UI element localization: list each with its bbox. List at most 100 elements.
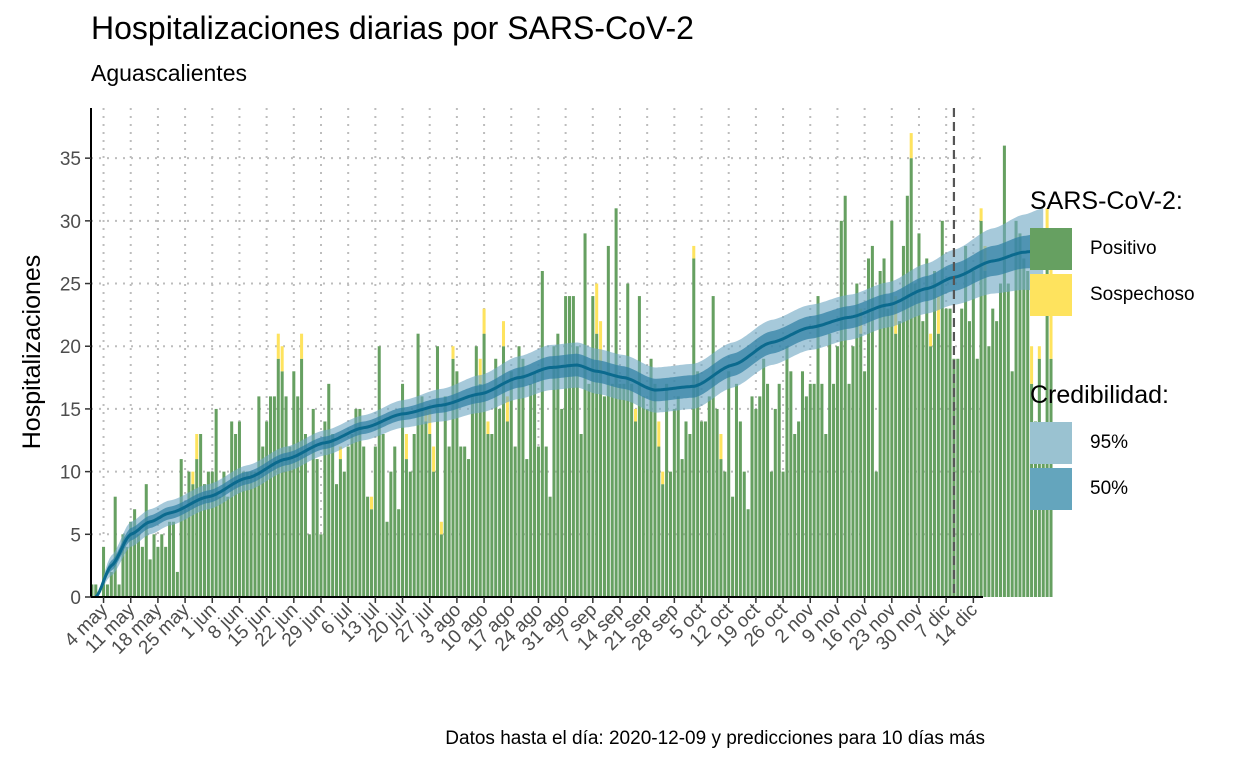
- bar-sospechoso: [432, 446, 436, 472]
- bar-positivo: [156, 546, 160, 597]
- bar-positivo: [338, 459, 342, 597]
- bar-positivo: [117, 584, 121, 597]
- bar-positivo: [668, 471, 672, 597]
- bar-positivo: [816, 296, 820, 597]
- bar-positivo: [521, 358, 525, 597]
- bar-sospechoso: [1030, 346, 1034, 384]
- bar-positivo: [269, 396, 273, 597]
- bar-positivo: [878, 271, 882, 597]
- bar-positivo: [505, 421, 509, 597]
- bar-positivo: [296, 396, 300, 597]
- legend-credibilidad: Credibilidad: 95% 50%: [1030, 381, 1169, 512]
- bar-positivo: [905, 195, 909, 597]
- bar-positivo: [645, 408, 649, 597]
- bar-sospechoso: [439, 521, 443, 535]
- bar-positivo: [602, 396, 606, 597]
- bar-positivo: [762, 358, 766, 597]
- bar-positivo: [812, 383, 816, 597]
- bar-positivo: [498, 408, 502, 597]
- bar-positivo: [439, 534, 443, 597]
- bar-positivo: [478, 383, 482, 597]
- bar-positivo: [703, 421, 707, 597]
- bar-positivo: [863, 371, 867, 597]
- bar-positivo: [637, 296, 641, 597]
- bar-positivo: [319, 534, 323, 597]
- bar-positivo: [579, 434, 583, 597]
- bar-positivo: [657, 446, 661, 597]
- y-axis-ticks: 0 5 10 15 20 25 30 35: [60, 149, 91, 609]
- bar-positivo: [102, 546, 106, 597]
- bar-positivo: [975, 358, 979, 597]
- bar-positivo: [929, 346, 933, 597]
- bar-positivo: [358, 408, 362, 597]
- bar-positivo: [987, 346, 991, 597]
- bar-positivo: [133, 509, 137, 597]
- bar-positivo: [261, 446, 265, 597]
- bar-positivo: [1010, 371, 1014, 597]
- legend-swatch-95: [1030, 422, 1072, 464]
- bar-positivo: [315, 459, 319, 597]
- bar-positivo: [536, 446, 540, 597]
- bar-positivo: [936, 333, 940, 597]
- bar-positivo: [571, 296, 575, 597]
- bar-sospechoso: [276, 333, 280, 359]
- bar-sospechoso: [599, 321, 603, 372]
- bar-positivo: [307, 534, 311, 597]
- bar-positivo: [851, 346, 855, 597]
- bar-positivo: [152, 534, 156, 597]
- bar-sospechoso: [595, 283, 599, 334]
- bar-positivo: [676, 396, 680, 597]
- bar-sospechoso: [929, 333, 933, 347]
- bar-positivo: [187, 471, 191, 597]
- bar-positivo: [288, 446, 292, 597]
- bar-positivo: [552, 346, 556, 597]
- bar-positivo: [144, 484, 148, 597]
- bar-positivo: [272, 396, 276, 597]
- legend-sars-cov-2: SARS-CoV-2: Positivo Sospechoso: [1030, 187, 1195, 318]
- bar-positivo: [206, 471, 210, 597]
- bar-positivo: [971, 271, 975, 597]
- bar-sospechoso: [657, 421, 661, 447]
- bar-positivo: [653, 383, 657, 597]
- bar-positivo: [672, 408, 676, 597]
- bar-positivo: [94, 584, 98, 597]
- bar-positivo: [614, 208, 618, 598]
- bar-positivo: [832, 383, 836, 597]
- bar-positivo: [948, 308, 952, 597]
- bar-positivo: [226, 496, 230, 597]
- bar-positivo: [1006, 283, 1010, 597]
- bar-positivo: [983, 271, 987, 597]
- bar-positivo: [820, 383, 824, 597]
- y-tick-label: 0: [70, 588, 81, 609]
- bar-positivo: [253, 471, 257, 597]
- bar-positivo: [688, 434, 692, 597]
- bar-sospechoso: [486, 421, 490, 434]
- bar-positivo: [917, 233, 921, 597]
- bar-positivo: [1014, 220, 1018, 597]
- bar-positivo: [964, 245, 968, 597]
- bar-positivo: [661, 484, 665, 597]
- bar-positivo: [824, 434, 828, 597]
- bar-positivo: [723, 471, 727, 597]
- trend-line: [94, 248, 1044, 598]
- bar-positivo: [113, 496, 117, 597]
- bar-positivo: [626, 283, 630, 597]
- bar-sospechoso: [909, 133, 913, 159]
- bar-positivo: [1045, 245, 1049, 597]
- bar-positivo: [435, 346, 440, 597]
- bar-positivo: [234, 434, 238, 597]
- bar-positivo: [956, 358, 960, 597]
- bar-positivo: [898, 321, 902, 597]
- bar-positivo: [303, 434, 307, 597]
- bar-positivo: [886, 308, 890, 597]
- bar-positivo: [785, 346, 789, 597]
- bar-positivo: [696, 371, 700, 597]
- bar-positivo: [373, 446, 377, 597]
- legend-swatch-sospechoso: [1030, 274, 1072, 316]
- bar-positivo: [746, 509, 750, 597]
- bar-sospechoso: [482, 308, 486, 334]
- bar-positivo: [463, 446, 467, 597]
- bar-positivo: [168, 521, 172, 597]
- bar-sospechoso: [280, 346, 284, 372]
- bar-positivo: [591, 296, 595, 597]
